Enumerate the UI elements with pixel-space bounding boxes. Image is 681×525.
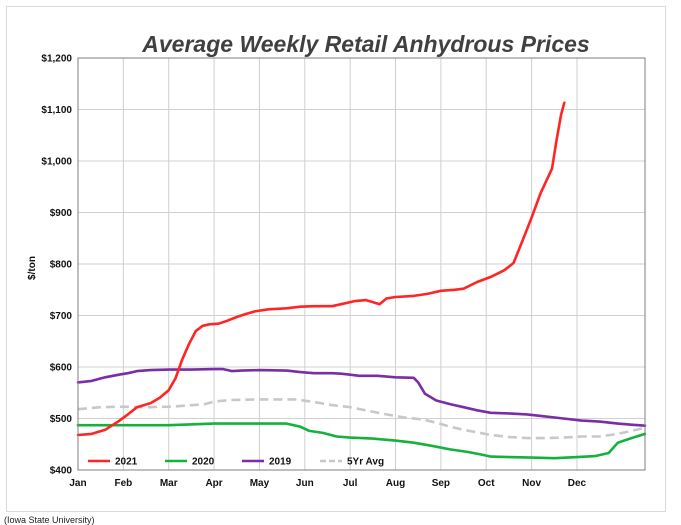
x-tick-label: Aug [386,478,405,489]
x-tick-label: Oct [478,478,495,489]
plot-border [77,57,646,471]
tick-labels: $400 $500 $600 $700 $800 $900 $1,000 $1,100 $1,2… [41,54,586,490]
y-tick-label: $800 [50,260,73,271]
series-line-2019 [76,367,647,427]
x-tick-label: May [250,478,270,489]
source-note: (Iowa State University) [4,515,95,525]
y-tick-label: $1,200 [41,54,72,65]
y-tick-label: $1,000 [41,157,72,168]
y-tick-label: $1,100 [41,105,72,116]
chart-svg: Average Weekly Retail Anhydrous Prices $… [27,31,647,490]
x-tick-label: Nov [522,478,541,489]
y-axis-label: $/ton [27,256,38,280]
y-tick-label: $900 [50,208,73,219]
series-line-2020 [76,422,647,460]
x-tick-label: Apr [205,478,222,489]
x-tick-label: Jul [343,478,358,489]
series-line-5yr-avg [77,398,646,440]
x-tick-label: Mar [160,478,178,489]
y-tick-label: $600 [50,363,73,374]
chart-title: Average Weekly Retail Anhydrous Prices [141,31,589,57]
series-layer [76,101,647,460]
x-tick-label: Feb [114,478,132,489]
y-tick-label: $400 [50,466,73,477]
chart-frame [6,6,666,512]
y-tick-label: $700 [50,311,73,322]
x-tick-label: Sep [432,478,450,489]
y-tick-label: $500 [50,414,73,425]
series-line-2021 [76,101,566,437]
legend-label: 2021 [115,457,138,468]
legend-label: 5Yr Avg [347,457,384,468]
x-tick-label: Jun [296,478,314,489]
legend-label: 2019 [269,457,292,468]
x-tick-label: Jan [69,478,86,489]
legend-label: 2020 [192,457,215,468]
legend: 2021 2020 2019 5Yr Avg [88,457,384,468]
x-tick-label: Dec [568,478,587,489]
